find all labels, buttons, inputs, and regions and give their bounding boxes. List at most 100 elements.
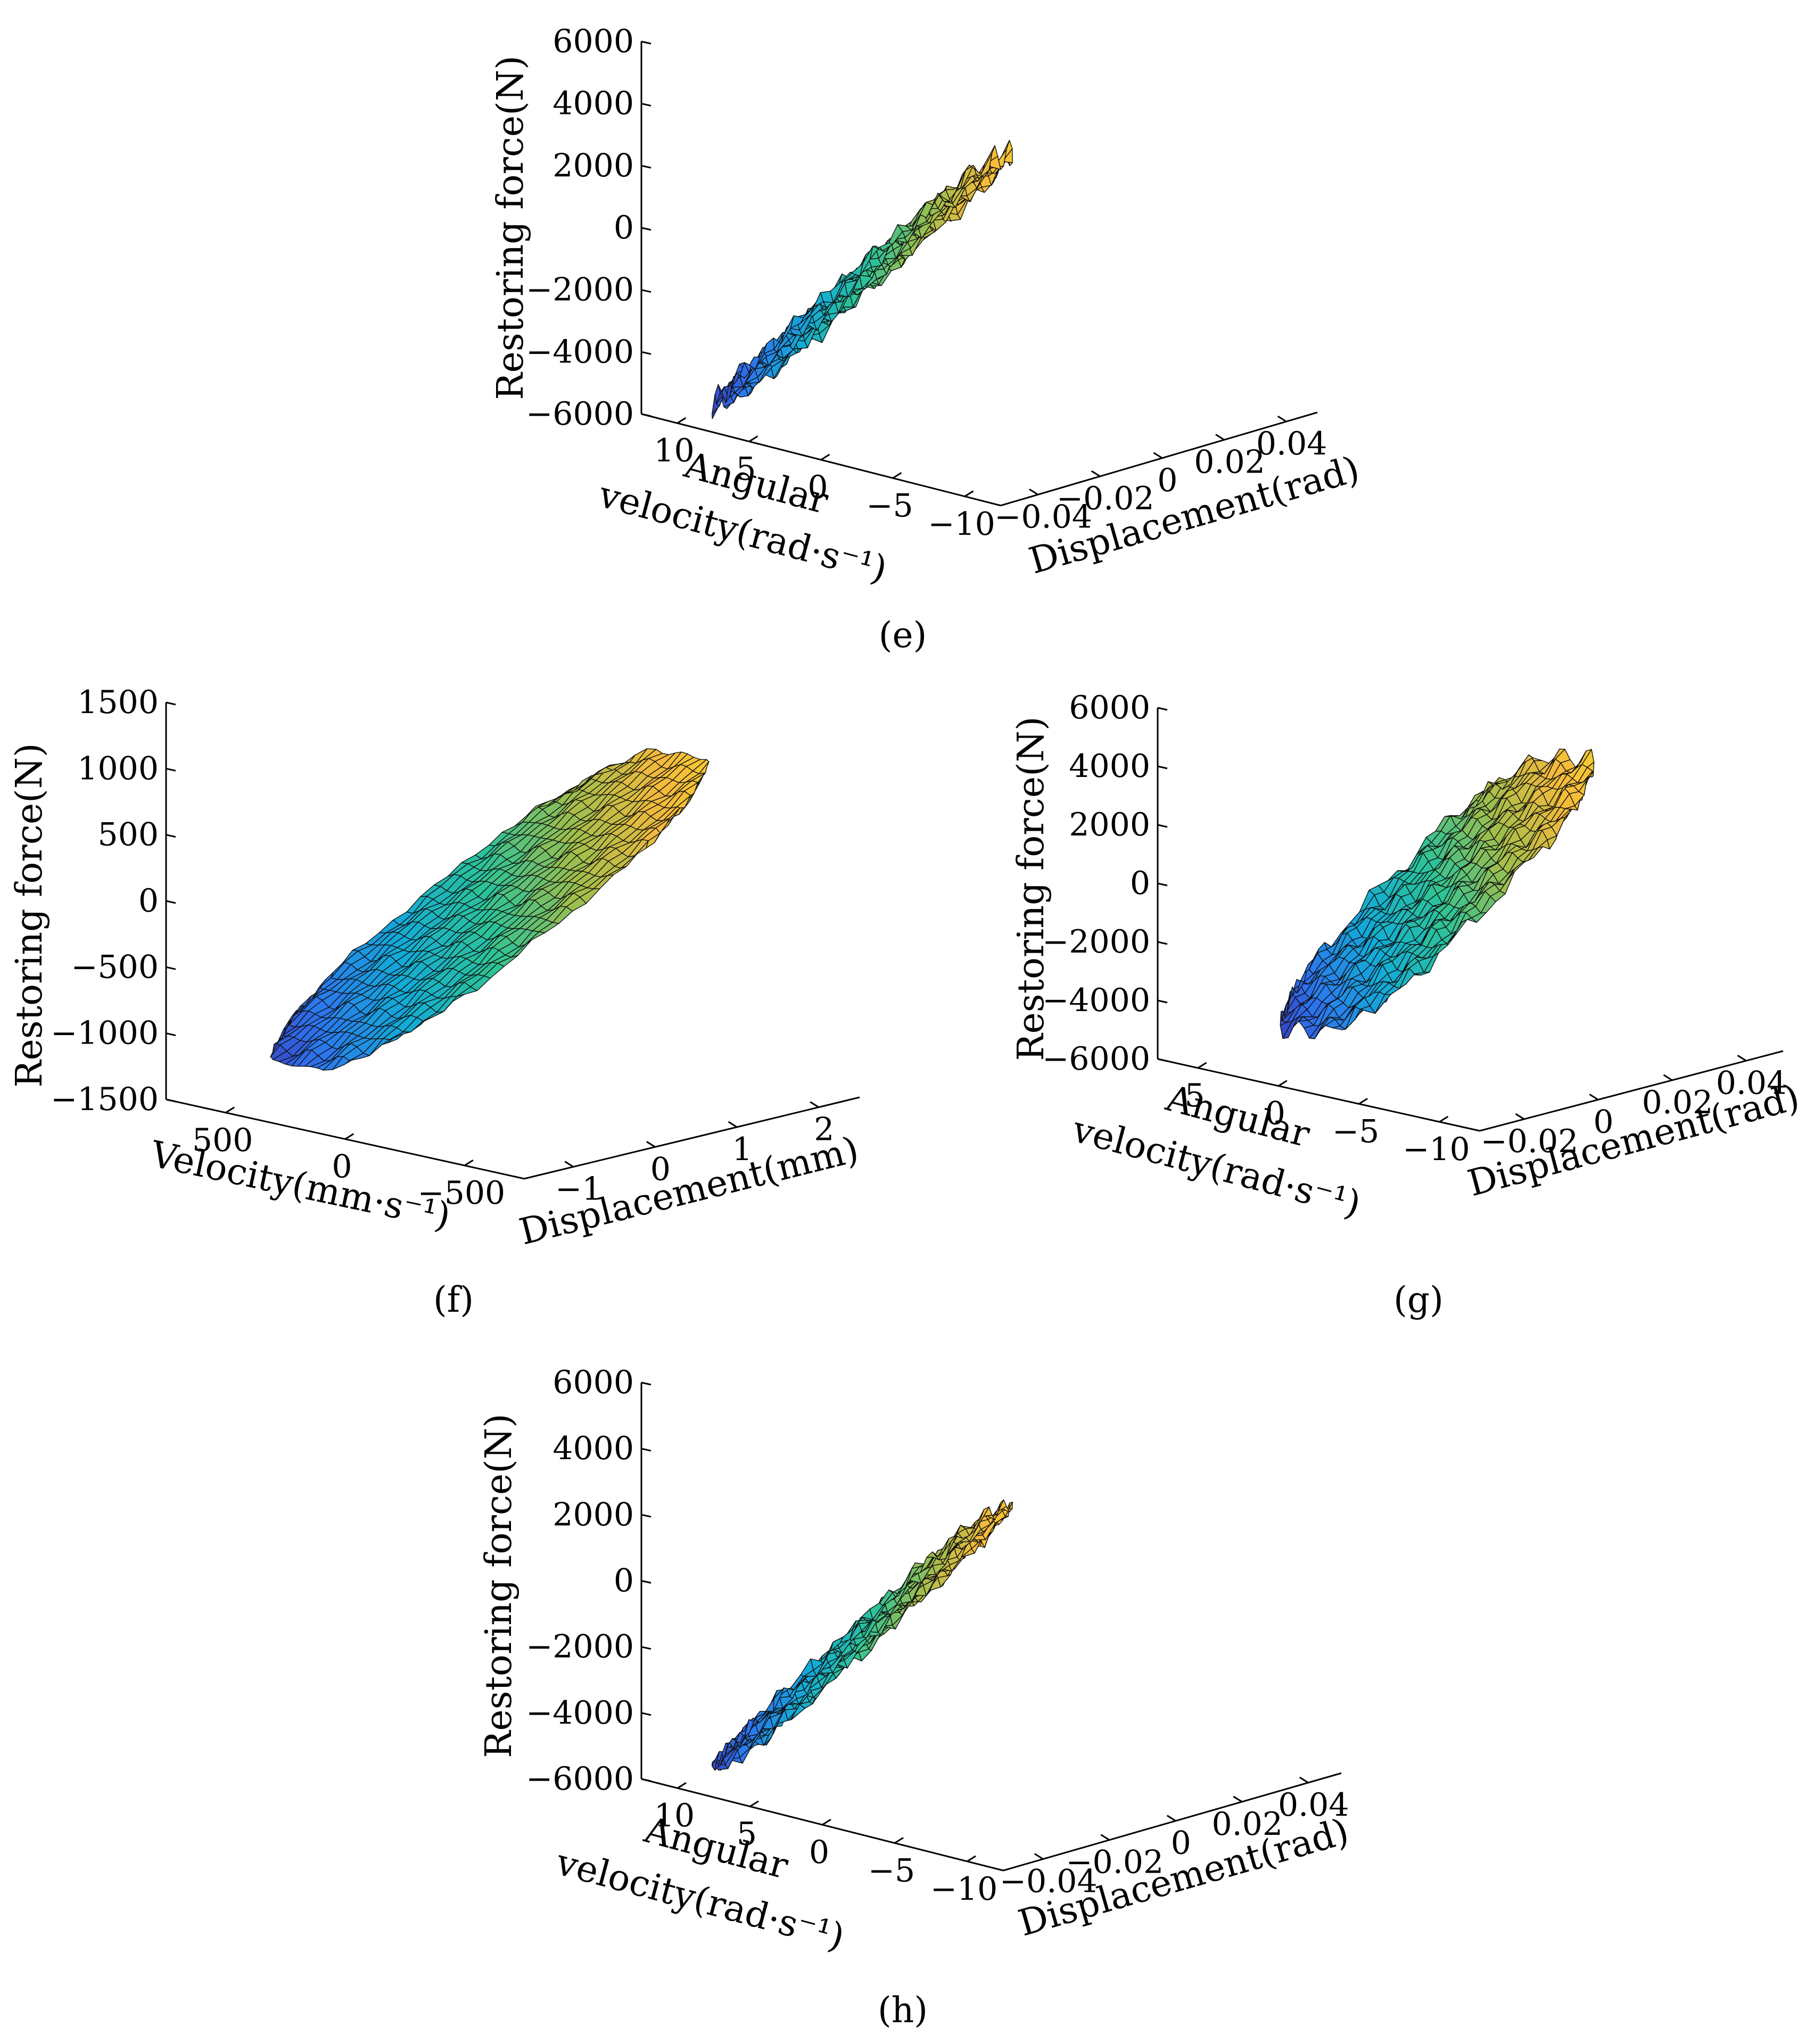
panel-h-y-axis xyxy=(1003,1772,1342,1872)
panel-f-x-tick xyxy=(464,1159,474,1166)
panel-f-z-tick xyxy=(166,701,176,706)
panel-f-z-tick-label: −1500 xyxy=(51,1081,159,1118)
panel-h-z-tick-label: 0 xyxy=(614,1562,634,1600)
panel-e-x-tick xyxy=(820,453,830,461)
panel-f-z-tick xyxy=(166,834,176,838)
panel-h-surface-face xyxy=(763,1698,774,1715)
panel-g-z-tick-label: −4000 xyxy=(1042,982,1150,1019)
panel-g-y-tick-label: 0 xyxy=(1593,1103,1613,1140)
panel-f-x-label-line1: Velocity(mm·s⁻¹) xyxy=(146,1133,454,1238)
panel-g-y-axis xyxy=(1479,1050,1784,1132)
panel-g-z-tick-label: 2000 xyxy=(1069,806,1150,843)
panel-f-surface xyxy=(270,748,710,1071)
panel-e-z-tick xyxy=(641,289,652,293)
panel-h-z-label: Restoring force(N) xyxy=(478,1413,520,1758)
panel-e-x-tick-label: −5 xyxy=(866,487,913,524)
panel-h-y-tick xyxy=(1166,1815,1176,1822)
panel-g-y-tick xyxy=(1737,1055,1747,1062)
panel-f-z-tick-label: −1000 xyxy=(51,1015,159,1052)
panel-e-y-tick xyxy=(1277,415,1287,423)
panel-f-z-tick xyxy=(166,767,176,772)
panel-f-y-tick xyxy=(728,1121,738,1128)
panel-e-x-tick-label: 10 xyxy=(654,432,694,469)
panel-h-x-ticks: 10 5 0 −5 −10 xyxy=(654,1782,998,1908)
panel-e-y-tick xyxy=(1029,489,1038,495)
panel-e-z-tick xyxy=(641,164,652,169)
panel-g-y-tick xyxy=(1589,1094,1599,1100)
panel-g-z-label: Restoring force(N) xyxy=(1010,716,1052,1061)
panel-e-z-tick xyxy=(641,227,652,231)
panel-g-x-ticks: 5 0 −5 −10 xyxy=(1185,1062,1470,1168)
panel-f-x-tick xyxy=(225,1106,235,1114)
panel-e-surface-face xyxy=(937,193,950,202)
panel-f-z-tick-label: 1500 xyxy=(77,684,159,721)
panel-g-z-tick-label: 6000 xyxy=(1069,689,1150,726)
panel-e-z-tick xyxy=(641,40,652,45)
panel-g-z-tick-label: 4000 xyxy=(1069,748,1150,785)
panel-h-z-tick xyxy=(641,1447,652,1452)
panel-g-y-tick-label: 0.02 xyxy=(1642,1084,1713,1121)
panel-h-y-tick-label: 0.02 xyxy=(1211,1806,1283,1843)
panel-h-z-tick-label: −2000 xyxy=(526,1628,634,1666)
panel-g-x-tick-label: 0 xyxy=(1265,1095,1285,1132)
panel-e-z-ticks: 6000 4000 2000 0 −2000 −4000 −6000 xyxy=(526,23,652,433)
panel-g-z-tick-label: −6000 xyxy=(1042,1040,1150,1078)
panel-f-y-tick-label: 2 xyxy=(814,1111,834,1148)
panel-h-x-tick-label: 0 xyxy=(809,1834,829,1871)
panel-e: 6000 4000 2000 0 −2000 −4000 −6000 10 5 0 −5 −10 −… xyxy=(490,23,1364,656)
panel-f-x-ticks: 500 0 −500 xyxy=(192,1106,505,1212)
panel-h-x-tick-label: 10 xyxy=(654,1797,695,1834)
panel-h-y-tick-label: −0.04 xyxy=(1000,1863,1098,1900)
panel-e-x-tick xyxy=(892,472,902,479)
panel-f-z-tick xyxy=(166,900,176,904)
panel-g-caption: (g) xyxy=(1393,1279,1444,1320)
panel-f-z-tick-label: 500 xyxy=(97,816,159,854)
panel-e-z-tick-label: −2000 xyxy=(526,271,634,309)
panel-h-z-ticks: 6000 4000 2000 0 −2000 −4000 −6000 xyxy=(526,1364,652,1798)
panel-f-z-label: Restoring force(N) xyxy=(9,743,51,1087)
panel-f-x-tick xyxy=(344,1133,354,1140)
panel-g-surface xyxy=(1280,748,1595,1039)
panel-e-x-tick xyxy=(964,490,974,498)
panel-g-surface-face xyxy=(1487,781,1501,786)
panel-f-y-tick-label: −1 xyxy=(555,1171,602,1208)
panel-e-z-tick-label: −6000 xyxy=(526,395,634,433)
panel-g-z-tick xyxy=(1157,882,1168,887)
panel-e-z-tick xyxy=(641,103,652,107)
panel-h-surface-face xyxy=(937,1538,950,1558)
panel-h-y-tick xyxy=(1100,1834,1110,1841)
panel-f-x-tick-label: 500 xyxy=(192,1122,253,1159)
panel-g-y-tick xyxy=(1515,1113,1525,1120)
panel-h-y-tick xyxy=(1034,1853,1044,1860)
panel-g-x-axis xyxy=(1157,1058,1480,1132)
panel-h-x-tick-label: −10 xyxy=(930,1871,998,1908)
panel-h-y-tick-label: 0.04 xyxy=(1278,1786,1349,1824)
panel-f-z-tick-label: 1000 xyxy=(77,750,159,787)
panel-e-x-tick xyxy=(748,435,758,442)
panel-h-x-tick-label: 5 xyxy=(737,1816,757,1853)
panel-h-y-tick xyxy=(1299,1776,1309,1784)
panel-f-y-tick xyxy=(646,1141,656,1148)
panel-g-x-tick xyxy=(1278,1080,1288,1087)
panel-f-z-tick-label: 0 xyxy=(138,882,159,920)
panel-h-z-tick xyxy=(641,1646,652,1650)
panel-h-z-tick xyxy=(641,1580,652,1584)
panel-e-z-tick-label: 0 xyxy=(614,209,634,246)
panel-f-z-tick xyxy=(166,966,176,970)
panel-h-x-tick xyxy=(967,1855,976,1863)
panel-e-z-tick xyxy=(641,351,652,355)
panel-h-x-tick xyxy=(677,1782,687,1789)
panel-g-z-tick xyxy=(1157,941,1168,945)
panel-g-y-tick-label: −0.02 xyxy=(1480,1123,1578,1160)
panel-g-z-tick xyxy=(1157,824,1168,828)
panel-g-x-tick-label: −5 xyxy=(1332,1113,1379,1150)
panel-f-z-tick xyxy=(166,1032,176,1037)
panel-g-z-tick-label: 0 xyxy=(1130,865,1150,902)
panel-e-z-tick-label: 6000 xyxy=(552,23,634,60)
panel-g-x-tick xyxy=(1197,1062,1207,1069)
panel-g-z-tick-label: −2000 xyxy=(1042,923,1150,961)
panel-e-y-tick-label: −0.04 xyxy=(994,498,1092,535)
panel-h-z-tick-label: −6000 xyxy=(526,1760,634,1798)
panel-h-x-tick xyxy=(822,1818,831,1826)
